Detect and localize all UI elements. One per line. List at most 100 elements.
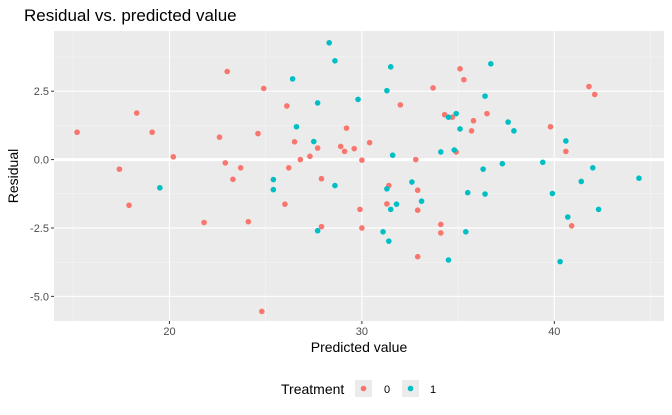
data-point-treatment-0 xyxy=(230,176,236,183)
plot-panel xyxy=(54,31,664,321)
data-point-treatment-1 xyxy=(355,96,361,103)
legend: Treatment 0 1 xyxy=(281,380,436,397)
data-point-treatment-1 xyxy=(437,149,444,155)
data-point-treatment-1 xyxy=(636,175,642,181)
data-point-treatment-1 xyxy=(310,138,317,145)
data-point-treatment-1 xyxy=(157,184,163,191)
data-point-treatment-0 xyxy=(201,219,207,226)
data-point-treatment-0 xyxy=(222,160,229,166)
data-point-treatment-0 xyxy=(563,148,569,155)
x-axis-title: Predicted value xyxy=(311,339,408,355)
data-point-treatment-1 xyxy=(380,229,386,235)
data-point-treatment-1 xyxy=(480,166,486,172)
data-point-treatment-0 xyxy=(149,129,155,136)
data-point-treatment-0 xyxy=(547,123,554,130)
legend-marker-0 xyxy=(360,385,367,392)
data-point-treatment-1 xyxy=(563,138,569,144)
minor-gridlines xyxy=(54,31,664,321)
data-point-treatment-1 xyxy=(386,238,392,244)
data-point-treatment-1 xyxy=(332,182,338,189)
data-point-treatment-0 xyxy=(457,65,463,72)
data-points xyxy=(74,39,642,315)
data-point-treatment-0 xyxy=(437,221,444,228)
data-point-treatment-0 xyxy=(359,157,365,163)
x-tick-label: 30 xyxy=(356,326,368,338)
data-point-treatment-1 xyxy=(590,164,596,171)
data-point-treatment-1 xyxy=(384,87,390,94)
data-point-treatment-1 xyxy=(595,206,602,213)
data-point-treatment-0 xyxy=(568,222,575,229)
data-point-treatment-1 xyxy=(557,258,563,265)
data-point-treatment-1 xyxy=(578,178,585,185)
data-point-treatment-0 xyxy=(449,114,456,120)
y-axis-title: Residual xyxy=(5,149,21,203)
data-point-treatment-0 xyxy=(470,117,477,124)
data-point-treatment-0 xyxy=(318,223,325,230)
data-point-treatment-0 xyxy=(307,153,313,160)
data-point-treatment-1 xyxy=(549,190,556,197)
data-point-treatment-0 xyxy=(414,253,421,260)
legend-title: Treatment xyxy=(281,381,344,397)
data-point-treatment-0 xyxy=(343,125,350,131)
data-point-treatment-0 xyxy=(414,187,421,194)
data-point-treatment-0 xyxy=(216,134,223,140)
data-point-treatment-1 xyxy=(499,160,506,167)
data-point-treatment-0 xyxy=(237,164,244,171)
data-point-treatment-1 xyxy=(451,147,458,153)
data-point-treatment-0 xyxy=(284,103,290,109)
data-point-treatment-0 xyxy=(255,130,261,137)
data-point-treatment-0 xyxy=(384,201,390,207)
chart-title: Residual vs. predicted value xyxy=(24,6,237,25)
data-point-treatment-1 xyxy=(332,58,338,64)
data-point-treatment-1 xyxy=(326,39,332,46)
y-tick-label: -5.0 xyxy=(30,291,49,303)
data-point-treatment-1 xyxy=(384,186,390,192)
data-point-treatment-0 xyxy=(126,202,132,209)
data-point-treatment-0 xyxy=(430,85,436,91)
data-point-treatment-1 xyxy=(418,198,425,204)
data-point-treatment-1 xyxy=(293,123,300,130)
data-point-treatment-0 xyxy=(351,145,357,152)
data-point-treatment-0 xyxy=(366,139,373,146)
y-tick-label: -2.5 xyxy=(30,223,49,235)
data-point-treatment-0 xyxy=(285,164,292,171)
data-point-treatment-0 xyxy=(414,207,421,213)
data-point-treatment-1 xyxy=(387,64,394,70)
data-point-treatment-1 xyxy=(488,61,494,67)
data-point-treatment-0 xyxy=(586,83,592,90)
data-point-treatment-0 xyxy=(337,143,344,150)
data-point-treatment-0 xyxy=(412,156,419,163)
data-point-treatment-0 xyxy=(591,91,598,98)
data-point-treatment-0 xyxy=(224,68,230,75)
data-point-treatment-1 xyxy=(482,93,488,99)
data-point-treatment-1 xyxy=(445,257,452,263)
data-point-treatment-1 xyxy=(564,214,571,220)
data-point-treatment-1 xyxy=(387,206,394,213)
data-point-treatment-1 xyxy=(453,110,459,117)
data-point-treatment-1 xyxy=(270,186,277,193)
data-point-treatment-0 xyxy=(259,308,265,315)
data-point-treatment-1 xyxy=(462,229,469,235)
data-point-treatment-0 xyxy=(318,175,325,182)
data-point-treatment-0 xyxy=(297,156,304,163)
y-axis-ticks: -5.0 -2.5 0.0 2.5 xyxy=(30,86,54,303)
x-tick-label: 20 xyxy=(163,326,175,338)
data-point-treatment-0 xyxy=(260,85,267,92)
data-point-treatment-1 xyxy=(393,201,400,207)
data-point-treatment-1 xyxy=(457,126,463,132)
x-axis-ticks: 20 30 40 xyxy=(163,321,560,338)
data-point-treatment-0 xyxy=(170,154,177,160)
data-point-treatment-0 xyxy=(245,218,252,225)
data-point-treatment-1 xyxy=(409,179,415,185)
x-tick-label: 40 xyxy=(548,326,560,338)
data-point-treatment-0 xyxy=(461,76,467,83)
data-point-treatment-1 xyxy=(539,159,546,166)
data-point-treatment-1 xyxy=(445,114,452,120)
data-point-treatment-0 xyxy=(468,128,475,134)
data-point-treatment-0 xyxy=(397,102,404,108)
legend-marker-1 xyxy=(407,385,414,392)
data-point-treatment-1 xyxy=(464,189,471,196)
data-point-treatment-0 xyxy=(133,110,140,116)
data-point-treatment-0 xyxy=(437,230,444,236)
